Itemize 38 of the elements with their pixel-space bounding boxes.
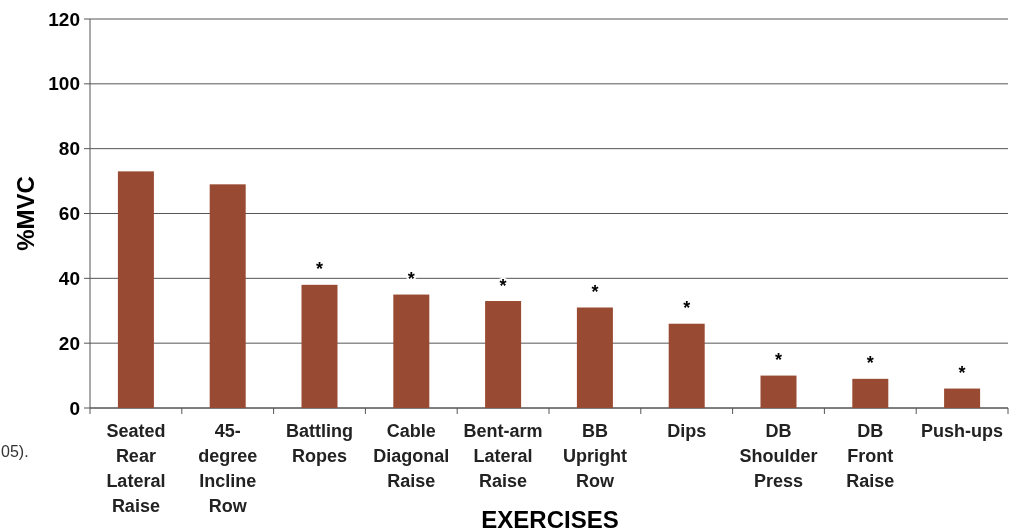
annotation: *: [591, 282, 599, 303]
annotation: *: [866, 353, 874, 374]
bar: [760, 375, 797, 408]
y-tick-label: 100: [48, 73, 80, 95]
x-tick-label: Dips: [667, 421, 707, 441]
bar: [393, 294, 430, 408]
y-tick-label: 0: [69, 397, 80, 419]
annotation: *: [683, 298, 691, 319]
x-tick-label: 45-degree Incline Row: [198, 421, 258, 516]
x-tick-label: Battling Ropes: [286, 421, 353, 466]
bar: [944, 388, 981, 408]
bar: [301, 284, 338, 408]
x-tick-label: Bent-arm Lateral Raise: [463, 421, 543, 491]
bar: [852, 378, 889, 408]
x-tick-label: Push-ups: [921, 421, 1004, 441]
annotation: *: [315, 259, 324, 280]
x-axis-title: EXERCISES: [481, 506, 619, 531]
bar: [485, 301, 522, 408]
y-tick-label: 120: [48, 8, 80, 30]
x-tick-label: Seated Rear Lateral Raise: [106, 421, 166, 516]
y-tick-label: 20: [58, 332, 80, 354]
annotation: *: [499, 275, 507, 296]
x-tick-label: DB Shoulder Press: [739, 421, 818, 491]
bar: [209, 184, 246, 408]
x-tick-label: BB Upright Row: [562, 421, 627, 491]
x-tick-label: DB Front Raise: [846, 421, 895, 491]
text: 05).: [1, 443, 29, 460]
annotation: *: [774, 350, 783, 371]
y-tick-label: 60: [58, 203, 80, 225]
bar: [576, 307, 613, 408]
annotation: *: [407, 269, 415, 290]
annotation: *: [958, 363, 966, 384]
y-axis-title: %MVC: [12, 176, 39, 251]
bar: [668, 323, 705, 408]
y-tick-label: 40: [58, 267, 80, 289]
y-tick-label: 80: [58, 138, 80, 160]
bar: [117, 171, 154, 408]
x-tick-label: Cable Diagonal Raise: [373, 421, 450, 491]
